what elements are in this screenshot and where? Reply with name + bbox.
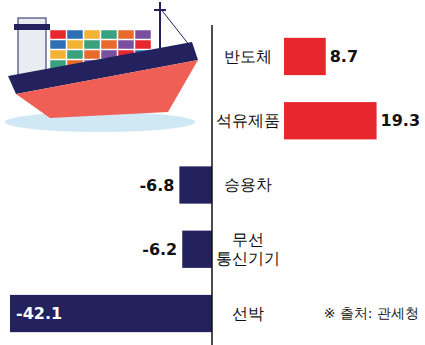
- tick: 반도체: [224, 47, 272, 66]
- bar: [179, 166, 212, 203]
- data-labels: 8.7 19.3 -6.8 -6.2 -42.1: [16, 47, 420, 323]
- tick: 선박: [232, 304, 264, 323]
- category-label: 승용차: [224, 175, 272, 194]
- bar: [182, 231, 212, 268]
- mast-bar: [154, 9, 166, 11]
- container: [84, 50, 100, 59]
- container: [118, 40, 134, 49]
- category-label: 선박: [232, 304, 264, 323]
- container: [135, 30, 151, 39]
- container: [101, 30, 117, 39]
- source-note: ※ 출처: 관세청: [324, 305, 419, 321]
- data-label: -42.1: [16, 304, 62, 323]
- data-label: -6.8: [139, 176, 174, 195]
- category-label: 무선통신기기: [216, 230, 280, 268]
- zero-line: [211, 25, 213, 345]
- container: [67, 50, 83, 59]
- category-label-line: 통신기기: [216, 249, 280, 268]
- bridge-window: [14, 24, 50, 30]
- bar: [284, 38, 326, 75]
- tick: 무선통신기기: [216, 230, 280, 268]
- rope: [160, 8, 190, 46]
- ship-illustration: [5, 2, 198, 132]
- container: [50, 40, 66, 49]
- category-label: 반도체: [224, 47, 272, 66]
- hull: [16, 60, 198, 118]
- container: [50, 30, 66, 39]
- tick: 석유제품: [216, 111, 280, 130]
- data-label: 8.7: [330, 47, 358, 66]
- container: [67, 30, 83, 39]
- data-label: -6.2: [142, 240, 177, 259]
- category-label: 석유제품: [216, 111, 280, 130]
- container: [50, 50, 66, 59]
- container: [67, 40, 83, 49]
- container: [101, 40, 117, 49]
- container: [84, 30, 100, 39]
- category-label-line: 무선: [232, 230, 264, 249]
- container: [118, 30, 134, 39]
- bar: [284, 102, 377, 139]
- data-label: 19.3: [381, 111, 420, 130]
- bars: [10, 38, 377, 332]
- bar: [10, 295, 212, 332]
- container: [135, 40, 151, 49]
- container: [84, 40, 100, 49]
- category-axis: 반도체석유제품승용차무선통신기기선박: [216, 47, 280, 323]
- tick: 승용차: [224, 175, 272, 194]
